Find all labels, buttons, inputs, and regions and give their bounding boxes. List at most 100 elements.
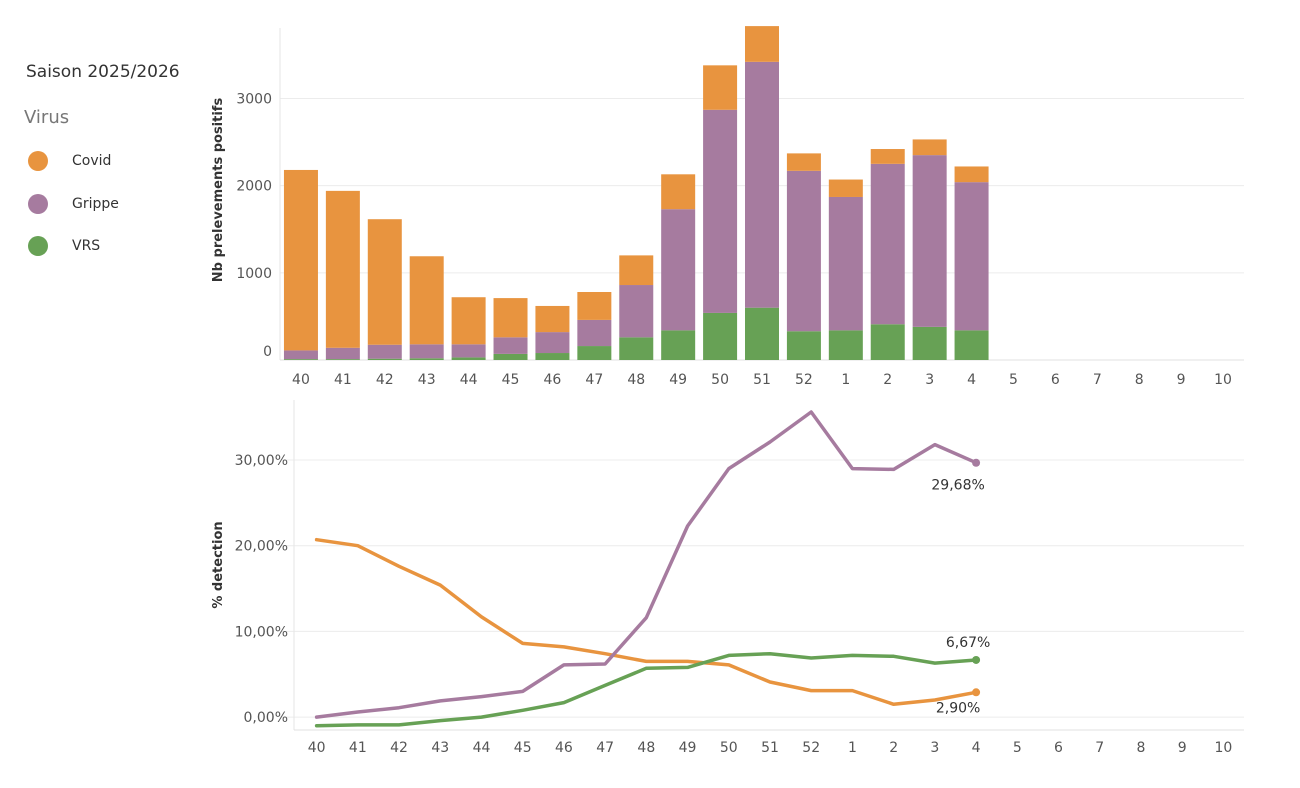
line-x-tick-label: 42	[390, 740, 408, 756]
line-x-tick-label: 40	[308, 740, 326, 756]
bar-segment-vrs	[912, 326, 947, 360]
bar-x-tick-label: 4	[967, 372, 976, 388]
bar-x-tick-label: 46	[544, 372, 562, 388]
bar-segment-grippe	[367, 344, 402, 359]
bar-segment-grippe	[870, 163, 905, 325]
bar-segment-vrs	[828, 330, 863, 360]
bar-segment-covid	[661, 174, 696, 210]
line-end-label-grippe: 29,68%	[931, 478, 984, 494]
legend-label-grippe: Grippe	[72, 196, 119, 212]
bar-segment-covid	[954, 166, 989, 183]
bar-segment-vrs	[409, 358, 444, 360]
bar-segment-grippe	[786, 170, 821, 332]
line-y-tick-label: 10,00%	[235, 624, 288, 640]
line-x-tick-label: 43	[431, 740, 449, 756]
legend: Saison 2025/2026 Virus Covid Grippe VRS	[0, 0, 200, 300]
line-x-tick-label: 41	[349, 740, 367, 756]
bar-segment-grippe	[577, 319, 612, 347]
line-x-tick-label: 49	[679, 740, 697, 756]
bar-segment-grippe	[283, 350, 318, 360]
bar-y-tick-label: 1000	[236, 266, 272, 282]
line-x-tick-label: 45	[514, 740, 532, 756]
line-x-tick-label: 47	[596, 740, 614, 756]
bar-segment-vrs	[870, 324, 905, 360]
bar-segment-covid	[745, 26, 779, 62]
bar-x-tick-label: 2	[883, 372, 892, 388]
legend-item-grippe[interactable]: Grippe	[28, 193, 119, 215]
bar-x-tick-label: 1	[841, 372, 850, 388]
bar-x-tick-label: 10	[1214, 372, 1232, 388]
line-y-tick-label: 20,00%	[235, 539, 288, 555]
legend-item-covid[interactable]: Covid	[28, 150, 111, 172]
line-x-tick-label: 9	[1178, 740, 1187, 756]
bar-segment-covid	[619, 255, 654, 286]
bar-x-tick-label: 6	[1051, 372, 1060, 388]
line-x-tick-label: 5	[1013, 740, 1022, 756]
bar-x-tick-label: 5	[1009, 372, 1018, 388]
bar-x-tick-label: 7	[1093, 372, 1102, 388]
bar-segment-covid	[451, 297, 486, 345]
bar-segment-grippe	[828, 196, 863, 331]
line-y-axis-title: % detection	[211, 521, 226, 608]
bar-x-tick-label: 50	[711, 372, 729, 388]
bar-segment-vrs	[619, 337, 654, 360]
line-end-point-vrs	[972, 655, 981, 664]
bar-segment-grippe	[661, 209, 696, 331]
legend-label-vrs: VRS	[72, 238, 101, 254]
bar-y-tick-label: 2000	[236, 179, 272, 195]
bar-segment-vrs	[661, 330, 696, 360]
bar-x-tick-label: 48	[627, 372, 645, 388]
bar-x-tick-label: 45	[502, 372, 520, 388]
bar-segment-covid	[409, 256, 444, 345]
line-y-tick-label: 0,00%	[244, 710, 288, 726]
line-end-label-vrs: 6,67%	[946, 635, 990, 651]
bar-segment-covid	[912, 139, 947, 156]
bar-segment-covid	[493, 298, 528, 338]
bar-segment-vrs	[954, 330, 989, 360]
bar-segment-vrs	[703, 312, 738, 360]
bar-segment-vrs	[451, 357, 486, 360]
bar-chart: 0 1000 2000 3000 Nb prelevements positifs 40 4…	[211, 26, 1244, 388]
bar-segment-vrs	[283, 359, 318, 360]
bar-y-tick-label: 3000	[236, 91, 272, 107]
line-x-tick-label: 4	[972, 740, 981, 756]
bar-x-tick-label: 41	[334, 372, 352, 388]
legend-title: Virus	[24, 107, 70, 128]
bar-x-tick-label: 51	[753, 372, 771, 388]
bar-segment-covid	[870, 149, 905, 164]
line-y-tick-label: 30,00%	[235, 453, 288, 469]
line-end-point-grippe	[972, 458, 981, 467]
bar-x-tick-label: 42	[376, 372, 394, 388]
legend-item-vrs[interactable]: VRS	[28, 235, 100, 257]
bar-x-tick-label: 40	[292, 372, 310, 388]
line-x-tick-label: 51	[761, 740, 779, 756]
line-x-tick-label: 7	[1095, 740, 1104, 756]
vrs-color-dot	[28, 236, 48, 256]
season-title: Saison 2025/2026	[26, 62, 180, 82]
line-x-tick-label: 1	[848, 740, 857, 756]
grippe-color-dot	[28, 194, 48, 214]
line-x-tick-label: 3	[930, 740, 939, 756]
line-x-tick-label: 2	[889, 740, 898, 756]
line-x-tick-label: 52	[802, 740, 820, 756]
bar-segment-covid	[828, 179, 863, 197]
line-series-covid	[314, 537, 978, 707]
line-x-tick-label: 8	[1136, 740, 1145, 756]
line-series-vrs	[314, 651, 978, 728]
bar-x-tick-label: 47	[585, 372, 603, 388]
bar-segment-grippe	[409, 344, 444, 359]
bar-segment-covid	[283, 169, 318, 351]
bar-segment-vrs	[535, 353, 570, 360]
bar-segment-vrs	[786, 331, 821, 360]
line-series-grippe	[314, 410, 978, 719]
line-x-tick-label: 48	[637, 740, 655, 756]
bar-segment-grippe	[703, 109, 738, 313]
bar-x-tick-label: 9	[1177, 372, 1186, 388]
bar-segment-vrs	[325, 359, 360, 360]
bar-x-tick-label: 8	[1135, 372, 1144, 388]
bar-segment-covid	[535, 305, 570, 333]
bar-x-tick-label: 49	[669, 372, 687, 388]
bar-segment-covid	[325, 190, 360, 348]
bar-segment-vrs	[577, 346, 612, 360]
bar-segment-grippe	[535, 332, 570, 354]
